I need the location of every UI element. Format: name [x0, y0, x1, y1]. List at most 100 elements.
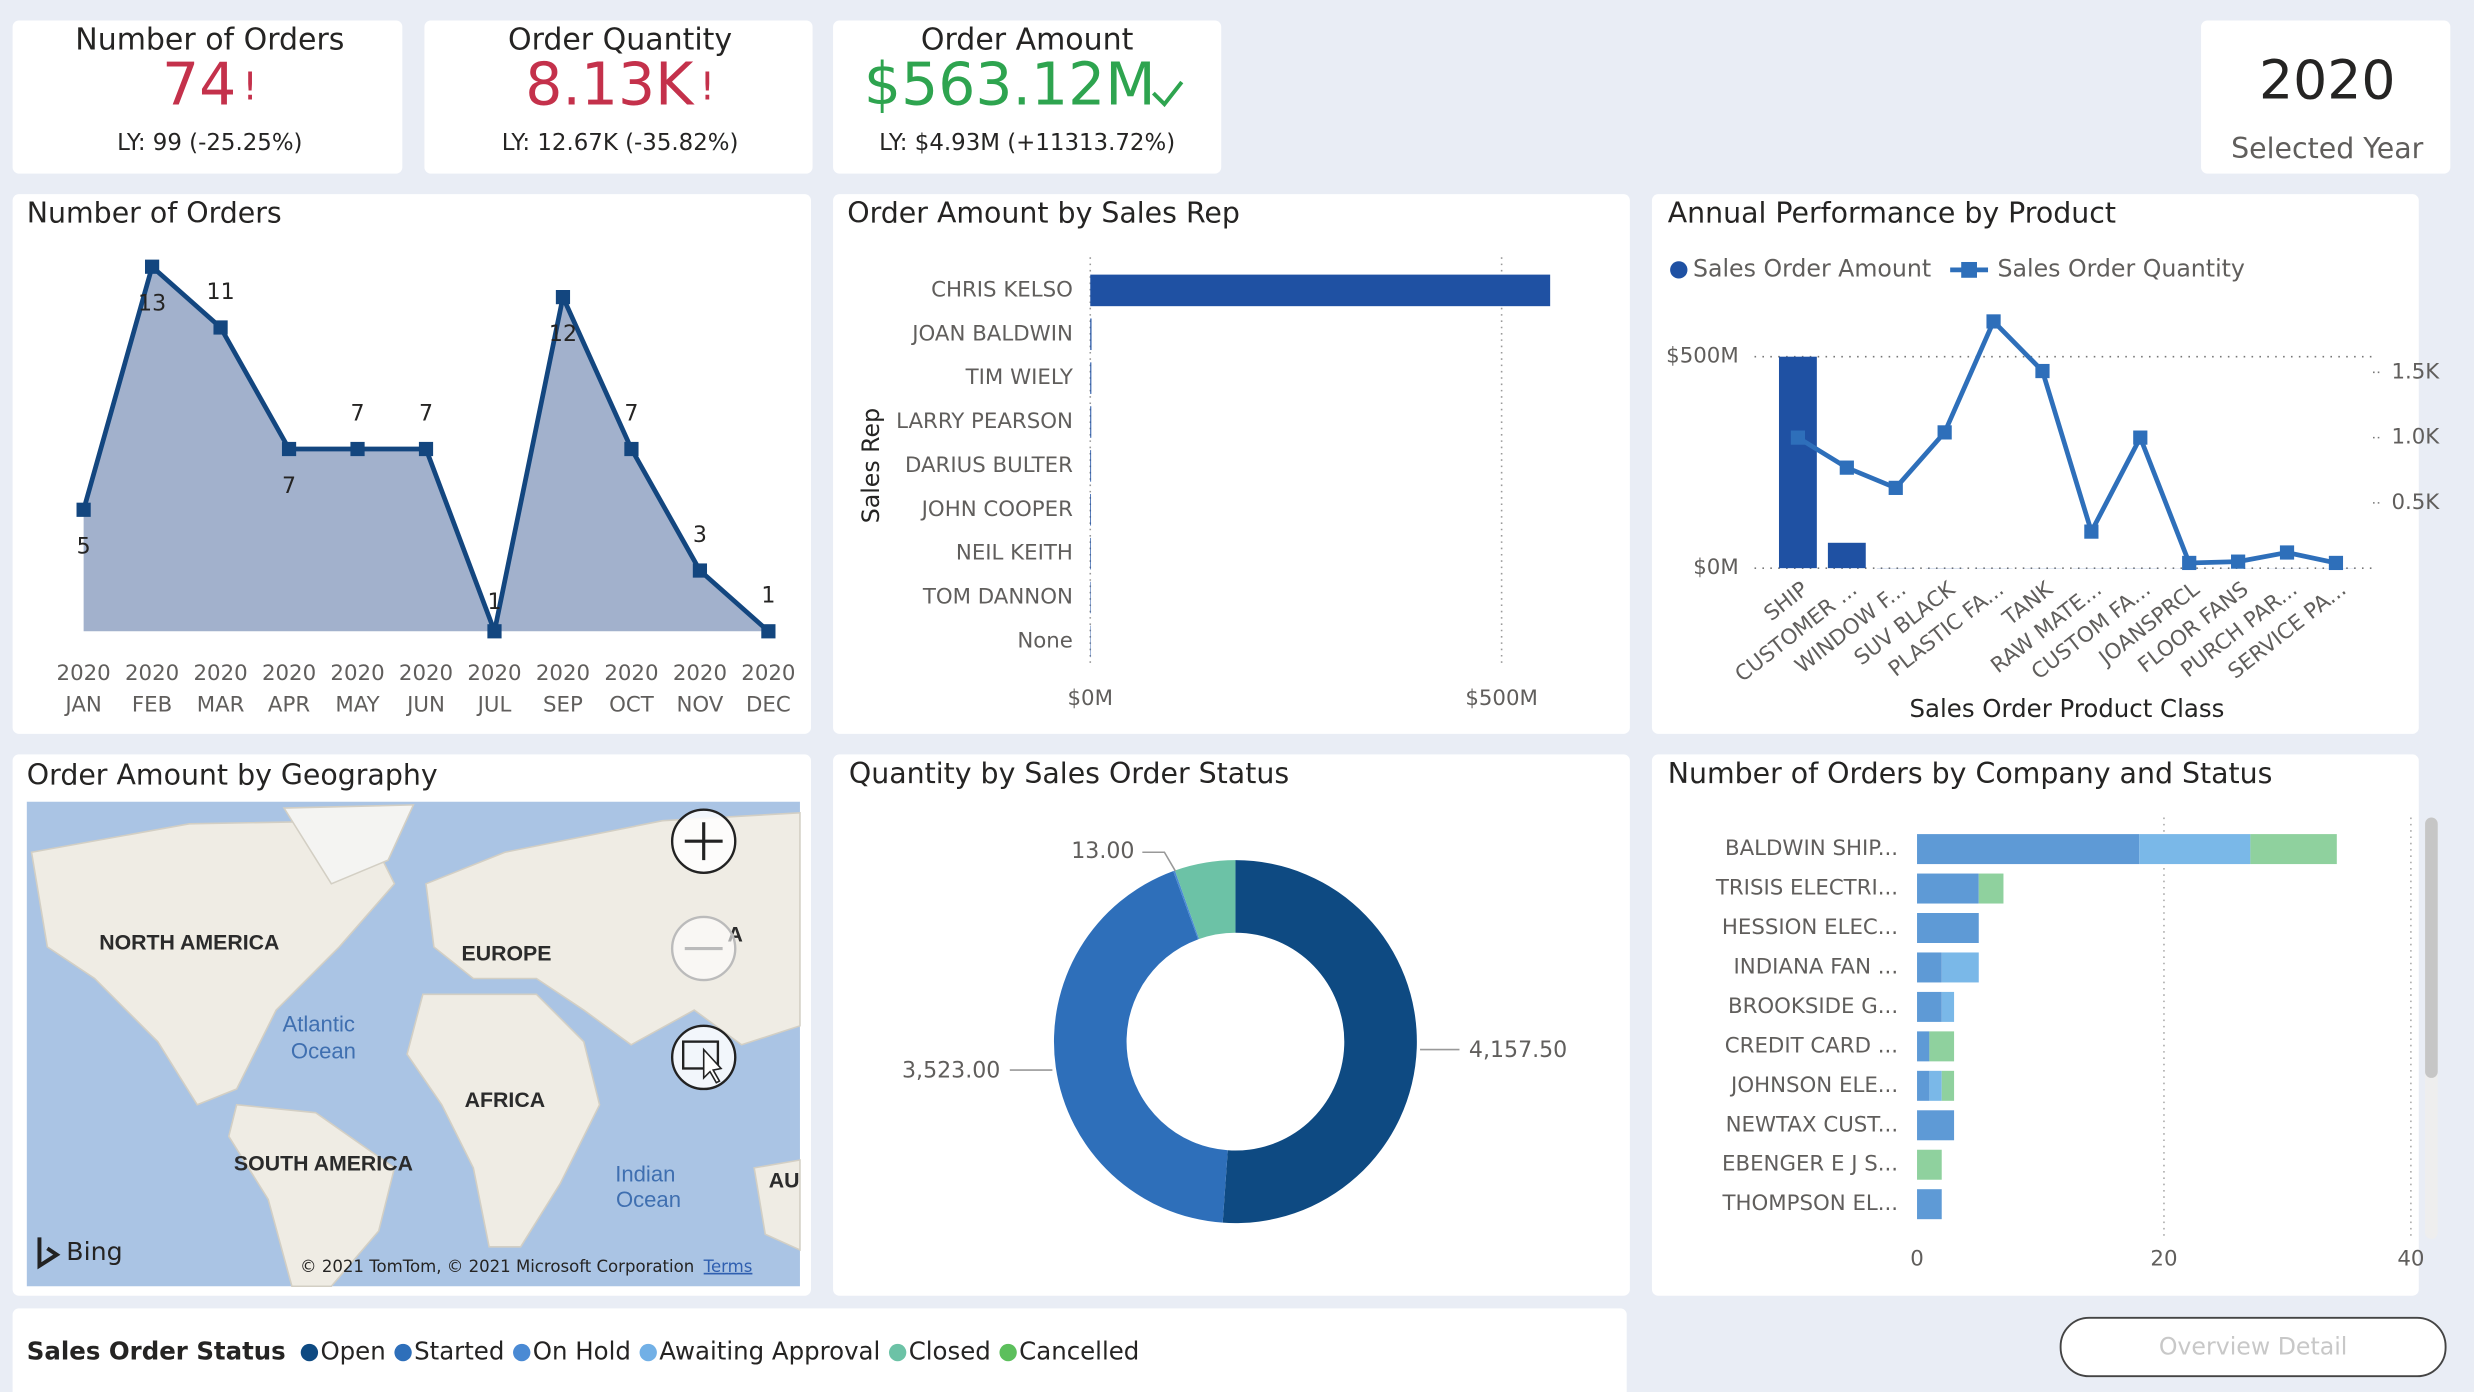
card-ly: LY: 12.67K (-35.82%): [502, 130, 739, 156]
marker: [1888, 480, 1903, 495]
bar-segment: [1917, 913, 1979, 943]
check-icon: [1151, 80, 1184, 108]
card-title: Number of Orders: [75, 23, 344, 58]
zoom-out[interactable]: [670, 915, 737, 982]
x-tick-label: 2020: [741, 661, 795, 686]
data-label: 11: [207, 279, 235, 305]
bar: [1090, 274, 1551, 307]
legend-marker: [888, 1343, 907, 1362]
bar: [1090, 406, 1092, 438]
ocean-label: Atlantic: [283, 1012, 355, 1037]
legend-marker: [394, 1343, 412, 1362]
panel-title: Order Amount by Geography: [27, 758, 438, 791]
card: [12, 20, 403, 174]
y-tick-label: BROOKSIDE G...: [1728, 994, 1898, 1019]
data-label: 12: [549, 321, 577, 347]
bar: [1090, 493, 1092, 526]
card: [2201, 20, 2451, 174]
marker: [76, 502, 91, 517]
legend-marker: [639, 1343, 657, 1362]
legend-panel: [12, 1308, 1627, 1392]
legend-marker: [300, 1343, 319, 1362]
legend-label: Awaiting Approval: [659, 1337, 880, 1366]
bar-segment: [1978, 873, 2004, 904]
marker: [692, 563, 708, 578]
marker: [2133, 430, 2148, 445]
panel-title: Number of Orders by Company and Status: [1668, 757, 2273, 790]
card: [424, 20, 813, 174]
panel: [1651, 194, 2419, 734]
data-label: 13: [138, 291, 166, 317]
data-label: 4,157.50: [1469, 1037, 1567, 1063]
y-tick-label: INDIANA FAN ...: [1734, 954, 1899, 979]
map-brand: Bing: [66, 1237, 122, 1266]
y2-tick-label: 1.5K: [2391, 359, 2440, 384]
legend-label: Started: [414, 1337, 504, 1366]
kpi-flag: !: [700, 64, 715, 108]
x-tick-label: JUL: [476, 692, 512, 717]
marker: [1937, 425, 1952, 440]
zoom-in[interactable]: [670, 808, 737, 874]
legend-title: Sales Order Status: [27, 1337, 286, 1366]
line: [1796, 317, 2337, 566]
marker: [624, 441, 639, 457]
marker: [555, 290, 571, 305]
data-label: 1: [487, 589, 501, 615]
legend-label: Closed: [909, 1337, 991, 1366]
scrollbar-thumb[interactable]: [2425, 817, 2438, 1078]
button-label[interactable]: Overview Detail: [2159, 1332, 2348, 1360]
map-label: SOUTH AMERICA: [234, 1151, 413, 1175]
donut-slice: [1222, 860, 1417, 1224]
bar: [1827, 542, 1866, 569]
panel-title: Quantity by Sales Order Status: [849, 757, 1289, 790]
land: [753, 1159, 801, 1252]
donut-slice: [1053, 871, 1228, 1223]
marker: [487, 624, 502, 639]
ocean-label: Ocean: [616, 1187, 681, 1212]
panel-title: Number of Orders: [27, 197, 282, 230]
y-tick-label: CREDIT CARD ...: [1725, 1033, 1898, 1058]
marker: [2084, 524, 2099, 539]
x-tick-label: 0: [1910, 1246, 1924, 1271]
marker: [1790, 430, 1806, 445]
legend-label: Sales Order Amount: [1693, 254, 1931, 282]
leader-line: [1142, 851, 1177, 872]
button-frame[interactable]: [2059, 1316, 2447, 1378]
x-tick-label: NOV: [676, 692, 723, 717]
x-tick-label: APR: [268, 692, 310, 717]
marker: [281, 441, 297, 457]
marker: [350, 441, 365, 457]
y-tick-label: $500M: [1666, 344, 1739, 369]
legend-label: Sales Order Quantity: [1998, 254, 2245, 282]
data-label: 7: [419, 400, 433, 426]
x-tick-label: MAY: [335, 692, 380, 717]
select[interactable]: [670, 1024, 737, 1091]
card: [833, 20, 1222, 174]
bing-logo: [37, 1237, 61, 1270]
bar-segment: [1917, 991, 1942, 1022]
y-tick-label: HESSION ELEC...: [1722, 915, 1898, 940]
x-tick-label: 2020: [467, 661, 521, 686]
y-axis-title: Sales Rep: [857, 408, 885, 523]
overview-button[interactable]: Overview Detail: [2059, 1316, 2447, 1378]
land: [282, 804, 415, 885]
panel: [1651, 754, 2419, 1296]
data-label: 1: [761, 583, 775, 609]
panel-title: Order Amount by Sales Rep: [847, 197, 1240, 230]
x-tick-label: JAN: [63, 692, 101, 717]
y-tick-label: NEIL KEITH: [956, 541, 1073, 566]
x-tick-label: 2020: [604, 661, 658, 686]
card-value: 74!: [162, 50, 258, 118]
bar-segment: [1929, 1070, 1942, 1101]
y-tick-label: None: [1017, 628, 1073, 653]
x-tick-label: 40: [2397, 1246, 2424, 1271]
map-terms[interactable]: Terms: [703, 1257, 753, 1276]
marker: [418, 441, 434, 457]
y-tick-label: EBENGER E J S...: [1722, 1152, 1898, 1177]
bar-segment: [2250, 834, 2337, 865]
bar: [1090, 450, 1092, 482]
map: NORTH AMERICA EUROPE AFRICA SOUTH AMERIC…: [26, 801, 801, 1288]
y-tick-label: DARIUS BULTER: [905, 453, 1073, 478]
land: [227, 1103, 396, 1288]
